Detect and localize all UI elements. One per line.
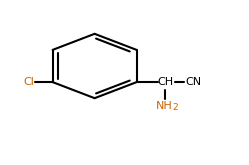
Text: 2: 2 xyxy=(172,103,178,112)
Text: NH: NH xyxy=(156,101,173,111)
Text: CN: CN xyxy=(185,77,201,87)
Text: Cl: Cl xyxy=(23,77,34,87)
Text: CH: CH xyxy=(157,77,173,87)
